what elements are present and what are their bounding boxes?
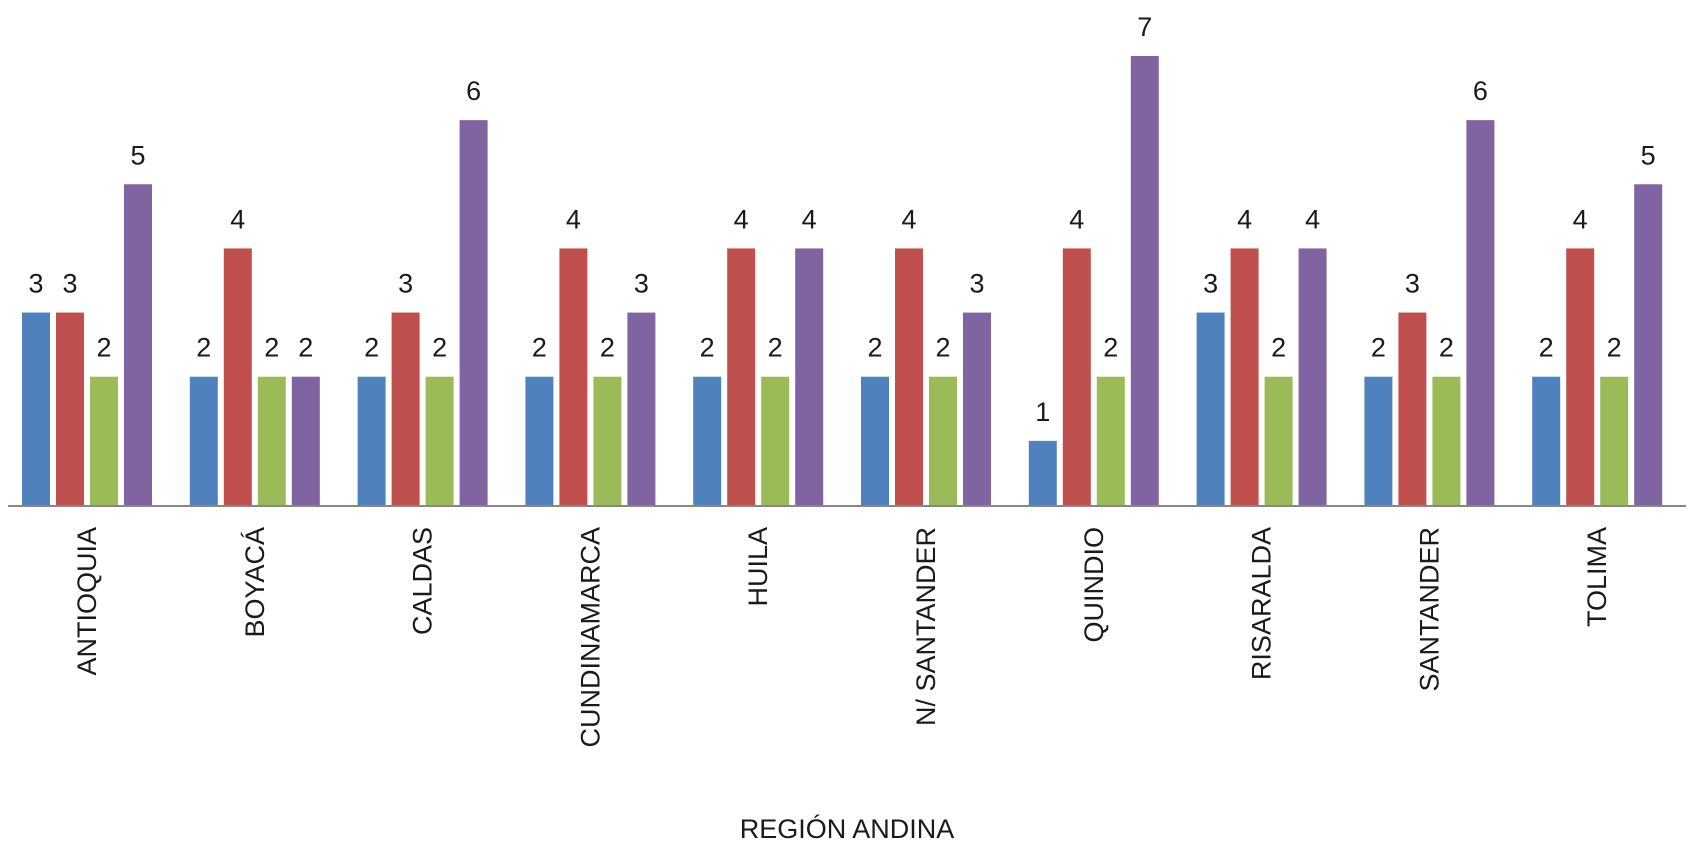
bar-s4-c1 bbox=[124, 184, 152, 506]
bar-s1-c3 bbox=[357, 376, 386, 505]
bar-s1-c5 bbox=[693, 376, 722, 505]
bar-s1-c1 bbox=[22, 312, 50, 505]
value-label-s4-c7: 7 bbox=[1137, 12, 1152, 42]
bar-s1-c7 bbox=[1028, 440, 1057, 505]
value-label-s3-c3: 2 bbox=[432, 333, 447, 363]
category-label-10: TOLIMA bbox=[1582, 527, 1612, 627]
value-label-s3-c7: 2 bbox=[1103, 333, 1118, 363]
bar-s4-c7 bbox=[1130, 56, 1159, 505]
value-label-s2-c8: 4 bbox=[1237, 204, 1252, 234]
value-label-s3-c1: 2 bbox=[96, 333, 111, 363]
value-label-s2-c3: 3 bbox=[398, 269, 413, 299]
bar-s4-c3 bbox=[459, 120, 488, 506]
value-label-s4-c5: 4 bbox=[802, 204, 817, 234]
value-label-s1-c8: 3 bbox=[1203, 269, 1218, 299]
bar-s3-c1 bbox=[90, 376, 118, 505]
value-label-s4-c1: 5 bbox=[130, 140, 145, 170]
bar-s2-c3 bbox=[391, 312, 420, 505]
value-label-s4-c2: 2 bbox=[298, 333, 313, 363]
value-label-s4-c3: 6 bbox=[466, 76, 481, 106]
category-label-6: N/ SANTANDER bbox=[911, 527, 941, 726]
bars-group bbox=[22, 56, 1663, 506]
value-label-s1-c3: 2 bbox=[364, 333, 379, 363]
category-label-1: ANTIOQUIA bbox=[72, 527, 102, 676]
value-label-s1-c1: 3 bbox=[28, 269, 43, 299]
value-label-s3-c2: 2 bbox=[264, 333, 279, 363]
bar-s2-c8 bbox=[1230, 248, 1259, 505]
category-label-9: SANTANDER bbox=[1414, 527, 1444, 692]
value-label-s1-c9: 2 bbox=[1371, 333, 1386, 363]
value-label-s2-c7: 4 bbox=[1069, 204, 1084, 234]
value-label-s1-c2: 2 bbox=[196, 333, 211, 363]
category-label-3: CALDAS bbox=[408, 527, 438, 635]
bar-s1-c2 bbox=[189, 376, 218, 505]
bar-s3-c7 bbox=[1096, 376, 1125, 505]
value-label-s1-c7: 1 bbox=[1035, 397, 1050, 427]
bar-s3-c4 bbox=[593, 376, 622, 505]
bar-s3-c9 bbox=[1432, 376, 1461, 505]
value-label-s2-c2: 4 bbox=[230, 204, 245, 234]
value-label-s1-c10: 2 bbox=[1539, 333, 1554, 363]
bar-s3-c6 bbox=[929, 376, 957, 505]
value-label-s4-c6: 3 bbox=[969, 269, 984, 299]
bar-s1-c4 bbox=[525, 376, 554, 505]
bar-s2-c5 bbox=[727, 248, 756, 505]
bar-s2-c6 bbox=[895, 248, 923, 505]
category-label-7: QUINDIO bbox=[1079, 527, 1109, 643]
category-label-2: BOYACÁ bbox=[240, 527, 270, 638]
bar-s3-c8 bbox=[1264, 376, 1293, 505]
bar-s1-c10 bbox=[1532, 376, 1561, 505]
value-label-s3-c5: 2 bbox=[768, 333, 783, 363]
bar-s1-c8 bbox=[1196, 312, 1225, 505]
value-label-s3-c6: 2 bbox=[935, 333, 950, 363]
bar-s3-c5 bbox=[761, 376, 790, 505]
bar-s4-c2 bbox=[291, 376, 320, 505]
bar-s2-c7 bbox=[1062, 248, 1091, 505]
bar-s1-c6 bbox=[861, 376, 889, 505]
value-label-s2-c5: 4 bbox=[734, 204, 749, 234]
bar-s4-c8 bbox=[1298, 248, 1327, 505]
value-label-s2-c1: 3 bbox=[62, 269, 77, 299]
bar-s2-c2 bbox=[223, 248, 252, 505]
value-label-s2-c4: 4 bbox=[566, 204, 581, 234]
value-label-s4-c8: 4 bbox=[1305, 204, 1320, 234]
value-label-s1-c5: 2 bbox=[700, 333, 715, 363]
value-label-s3-c10: 2 bbox=[1607, 333, 1622, 363]
bar-s3-c10 bbox=[1600, 376, 1629, 505]
value-label-s2-c9: 3 bbox=[1405, 269, 1420, 299]
bar-s1-c9 bbox=[1364, 376, 1393, 505]
value-label-s3-c9: 2 bbox=[1439, 333, 1454, 363]
bar-s2-c9 bbox=[1398, 312, 1427, 505]
value-label-s3-c4: 2 bbox=[600, 333, 615, 363]
bar-s4-c6 bbox=[963, 312, 991, 505]
category-label-8: RISARALDA bbox=[1247, 527, 1277, 680]
x-axis-title: REGIÓN ANDINA bbox=[740, 813, 955, 844]
category-labels-group: ANTIOQUIA BOYACÁ CALDAS CUNDINAMARCA HUILA N/… bbox=[72, 527, 1612, 748]
bar-s3-c3 bbox=[425, 376, 454, 505]
bar-s2-c4 bbox=[559, 248, 588, 505]
value-label-s1-c6: 2 bbox=[867, 333, 882, 363]
bar-s4-c5 bbox=[795, 248, 824, 505]
bar-s4-c9 bbox=[1466, 120, 1495, 506]
value-label-s3-c8: 2 bbox=[1271, 333, 1286, 363]
value-label-s2-c10: 4 bbox=[1573, 204, 1588, 234]
bar-s4-c10 bbox=[1634, 184, 1663, 506]
category-label-5: HUILA bbox=[743, 527, 773, 607]
value-label-s1-c4: 2 bbox=[532, 333, 547, 363]
bar-s4-c4 bbox=[627, 312, 656, 505]
value-label-s4-c4: 3 bbox=[634, 269, 649, 299]
value-label-s4-c9: 6 bbox=[1473, 76, 1488, 106]
bar-s2-c1 bbox=[56, 312, 84, 505]
value-label-s4-c10: 5 bbox=[1641, 140, 1656, 170]
bar-s3-c2 bbox=[257, 376, 286, 505]
value-label-s2-c6: 4 bbox=[901, 204, 916, 234]
bar-s2-c10 bbox=[1566, 248, 1595, 505]
category-label-4: CUNDINAMARCA bbox=[575, 527, 605, 748]
